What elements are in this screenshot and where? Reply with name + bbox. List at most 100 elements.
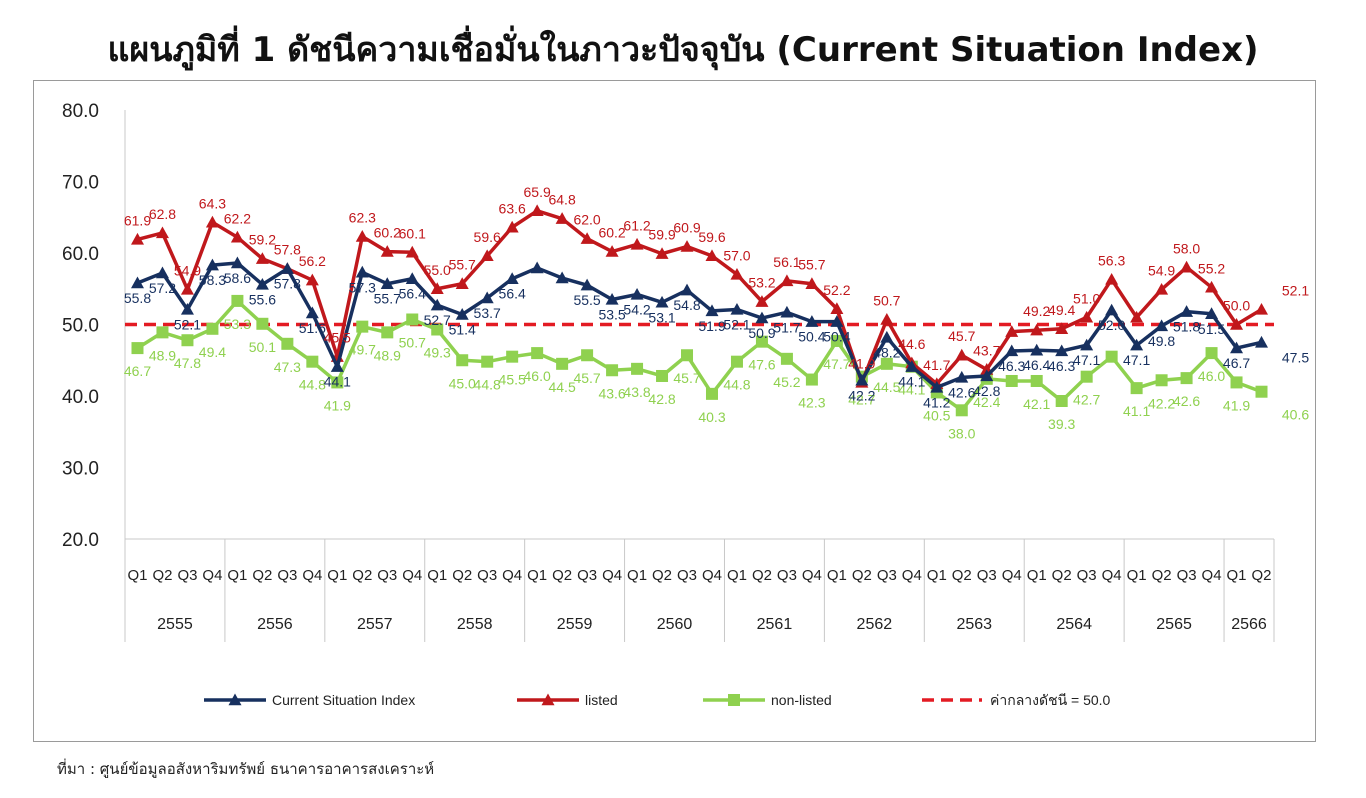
data-label-nonlisted: 46.0	[1198, 368, 1225, 384]
point-listed	[505, 220, 519, 233]
point-listed	[1030, 323, 1044, 336]
point-csi	[805, 315, 819, 327]
point-listed	[1230, 318, 1244, 330]
point-nonlisted	[631, 362, 644, 375]
point-nonlisted	[1080, 370, 1093, 383]
data-label-nonlisted: 44.8	[474, 377, 501, 393]
point-csi	[1180, 305, 1194, 317]
data-label-nonlisted: 43.6	[598, 385, 625, 401]
data-label-csi: 56.4	[399, 286, 426, 302]
x-tick-label-quarter: Q4	[602, 567, 622, 584]
data-label-csi: 46.7	[1223, 355, 1250, 371]
point-csi	[180, 302, 194, 315]
point-csi	[305, 306, 319, 319]
x-tick-label-quarter: Q2	[752, 567, 772, 584]
data-label-csi: 42.8	[973, 383, 1000, 399]
y-tick-label: 60.0	[62, 244, 99, 265]
data-label-csi: 51.6	[299, 320, 326, 336]
data-label-nonlisted: 44.1	[898, 382, 925, 398]
point-nonlisted	[506, 350, 519, 363]
y-tick-label: 30.0	[62, 459, 99, 480]
x-tick-label-quarter: Q1	[127, 567, 147, 584]
point-csi	[355, 265, 369, 278]
x-tick-label-quarter: Q4	[202, 567, 222, 584]
data-label-csi: 51.8	[1173, 319, 1200, 335]
point-nonlisted	[531, 347, 544, 360]
x-tick-label-year: 2556	[257, 616, 293, 633]
x-tick-label-quarter: Q1	[427, 567, 447, 584]
x-tick-label-quarter: Q1	[1227, 567, 1247, 584]
data-label-csi: 50.4	[798, 329, 825, 345]
data-label-listed: 64.8	[548, 192, 575, 208]
point-csi	[230, 256, 244, 269]
point-nonlisted	[830, 334, 843, 347]
data-label-listed: 45.5	[324, 330, 351, 346]
x-tick-label-quarter: Q1	[727, 567, 747, 584]
point-nonlisted	[1180, 372, 1193, 385]
data-label-listed: 60.1	[399, 225, 426, 241]
x-tick-label-year: 2557	[357, 616, 393, 633]
point-listed	[805, 277, 819, 289]
data-label-listed: 56.1	[773, 254, 800, 270]
point-nonlisted	[1155, 374, 1168, 387]
x-tick-label-quarter: Q1	[1127, 567, 1147, 584]
data-label-listed: 41.9	[848, 355, 875, 371]
point-csi	[430, 298, 444, 311]
data-label-csi: 47.1	[1123, 352, 1150, 368]
x-tick-label-year: 2559	[557, 616, 593, 633]
point-nonlisted	[955, 404, 968, 417]
data-label-nonlisted: 41.1	[1123, 403, 1150, 419]
y-tick-label: 80.0	[62, 101, 99, 122]
data-label-nonlisted: 42.4	[973, 394, 1000, 410]
point-listed	[155, 226, 169, 239]
point-listed	[655, 247, 669, 259]
data-label-nonlisted: 45.2	[773, 374, 800, 390]
x-tick-label-quarter: Q1	[327, 567, 347, 584]
data-label-nonlisted: 46.7	[124, 363, 151, 379]
point-csi	[280, 262, 294, 274]
x-tick-label-quarter: Q2	[1052, 567, 1072, 584]
x-tick-label-quarter: Q4	[502, 567, 522, 584]
data-label-listed: 50.7	[873, 292, 900, 308]
legend-label-csi: Current Situation Index	[272, 692, 415, 708]
chart-title: แผนภูมิที่ 1 ดัชนีความเชื่อมั่นในภาวะปัจ…	[107, 30, 1259, 70]
data-label-listed: 59.2	[249, 232, 276, 248]
point-nonlisted	[681, 349, 694, 362]
data-label-csi: 51.4	[449, 321, 476, 337]
point-csi	[880, 330, 894, 343]
data-label-nonlisted: 42.6	[1173, 393, 1200, 409]
x-tick-label-quarter: Q3	[677, 567, 697, 584]
x-tick-label-quarter: Q3	[977, 567, 997, 584]
data-label-nonlisted: 44.5	[873, 379, 900, 395]
point-csi	[1080, 338, 1094, 351]
x-tick-label-quarter: Q2	[552, 567, 572, 584]
x-tick-label-year: 2560	[657, 616, 693, 633]
data-label-nonlisted: 49.7	[349, 342, 376, 358]
point-listed	[1155, 282, 1169, 295]
legend-marker-csi	[228, 693, 242, 706]
data-label-nonlisted: 40.3	[698, 409, 725, 425]
point-listed	[205, 215, 219, 228]
data-label-csi: 57.3	[349, 279, 376, 295]
x-tick-label-year: 2555	[157, 616, 193, 633]
point-nonlisted	[1255, 385, 1268, 398]
point-nonlisted	[381, 326, 394, 339]
point-csi	[730, 302, 744, 315]
data-label-listed: 53.2	[748, 275, 775, 291]
x-tick-label-quarter: Q2	[652, 567, 672, 584]
data-label-nonlisted: 42.7	[1073, 392, 1100, 408]
legend-marker-listed	[541, 693, 555, 706]
point-listed	[880, 312, 894, 325]
point-listed	[605, 245, 619, 257]
point-listed	[1055, 322, 1069, 334]
point-listed	[1205, 280, 1219, 293]
legend-label-listed: listed	[585, 692, 618, 708]
x-tick-label-quarter: Q4	[702, 567, 722, 584]
point-csi	[1230, 341, 1244, 354]
data-label-csi: 57.8	[274, 276, 301, 292]
data-label-nonlisted: 44.8	[723, 377, 750, 393]
data-label-listed: 58.0	[1173, 240, 1200, 256]
point-listed	[405, 245, 419, 258]
point-listed	[305, 273, 319, 286]
data-label-csi: 54.2	[623, 301, 650, 317]
